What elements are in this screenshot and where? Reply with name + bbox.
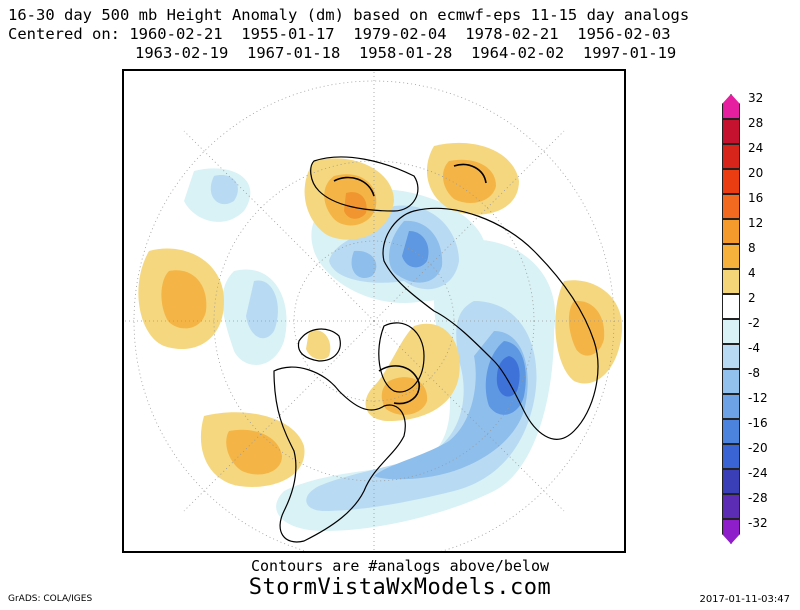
colorbar-swatch xyxy=(722,94,740,119)
colorbar-swatch xyxy=(722,394,740,419)
colorbar-swatch xyxy=(722,344,740,369)
colorbar-swatch xyxy=(722,169,740,194)
colorbar-label: 24 xyxy=(748,141,764,155)
anomaly-warm-mid xyxy=(226,429,282,475)
coastline-asia-east xyxy=(310,156,419,212)
map-panel xyxy=(122,69,626,553)
anomaly-cool-core xyxy=(496,356,520,397)
grads-credit: GrADS: COLA/IGES xyxy=(8,594,93,604)
colorbar-label: -4 xyxy=(748,341,760,355)
colorbar-label: 32 xyxy=(748,91,764,105)
colorbar-label: -16 xyxy=(748,416,768,430)
colorbar-label: 4 xyxy=(748,266,756,280)
anomaly-warm-mid xyxy=(161,270,207,329)
colorbar-swatch xyxy=(722,119,740,144)
colorbar-swatch xyxy=(722,519,740,544)
colorbar-swatch xyxy=(722,319,740,344)
coastline-greenland xyxy=(378,322,425,393)
colorbar-label: 16 xyxy=(748,191,764,205)
polar-stereographic-map xyxy=(124,71,624,551)
colorbar-label: 8 xyxy=(748,241,756,255)
anomaly-warm-mid xyxy=(381,377,428,415)
coastline-alaska xyxy=(297,328,341,362)
colorbar-swatch xyxy=(722,494,740,519)
anomaly-cool-deep xyxy=(402,231,429,268)
colorbar-label: 28 xyxy=(748,116,764,130)
colorbar-label: -28 xyxy=(748,491,768,505)
colorbar-label: -24 xyxy=(748,466,768,480)
colorbar-swatch xyxy=(722,369,740,394)
colorbar-label: 12 xyxy=(748,216,764,230)
anomaly-warm-light xyxy=(306,330,331,360)
anomaly-cool-mid xyxy=(210,175,238,205)
analog-contour xyxy=(378,365,420,405)
contours-note: Contours are #analogs above/below xyxy=(250,557,549,575)
title-line-2: Centered on: 1960-02-21 1955-01-17 1979-… xyxy=(8,25,671,43)
colorbar-label: -20 xyxy=(748,441,768,455)
colorbar-swatch xyxy=(722,244,740,269)
colorbar-swatch xyxy=(722,219,740,244)
colorbar-swatch xyxy=(722,144,740,169)
anomaly-warm-mid xyxy=(442,159,496,203)
colorbar-label: -2 xyxy=(748,316,760,330)
colorbar-swatch xyxy=(722,269,740,294)
colorbar-swatch xyxy=(722,194,740,219)
anomaly-warm-dark xyxy=(344,192,367,219)
anomaly-cool-dark xyxy=(351,250,377,279)
colorbar-swatch xyxy=(722,469,740,494)
colorbar-label: -32 xyxy=(748,516,768,530)
anomaly-warm-mid xyxy=(568,300,605,356)
colorbar-swatch xyxy=(722,444,740,469)
analog-contour xyxy=(333,176,375,197)
coastline-north-america xyxy=(273,366,406,543)
timestamp: 2017-01-11-03:47 xyxy=(699,594,790,605)
colorbar-swatch xyxy=(722,294,740,319)
colorbar-label: -8 xyxy=(748,366,760,380)
colorbar-label: 20 xyxy=(748,166,764,180)
colorbar-label: 2 xyxy=(748,291,756,305)
colorbar-label: -12 xyxy=(748,391,768,405)
colorbar-swatch xyxy=(722,419,740,444)
anomaly-cool-mid xyxy=(246,280,278,339)
analog-contour xyxy=(453,163,487,184)
title-line-1: 16-30 day 500 mb Height Anomaly (dm) bas… xyxy=(8,6,690,24)
title-line-3: 1963-02-19 1967-01-18 1958-01-28 1964-02… xyxy=(135,44,677,62)
coastline-eurasia xyxy=(382,207,599,440)
site-url: StormVistaWxModels.com xyxy=(248,575,552,600)
